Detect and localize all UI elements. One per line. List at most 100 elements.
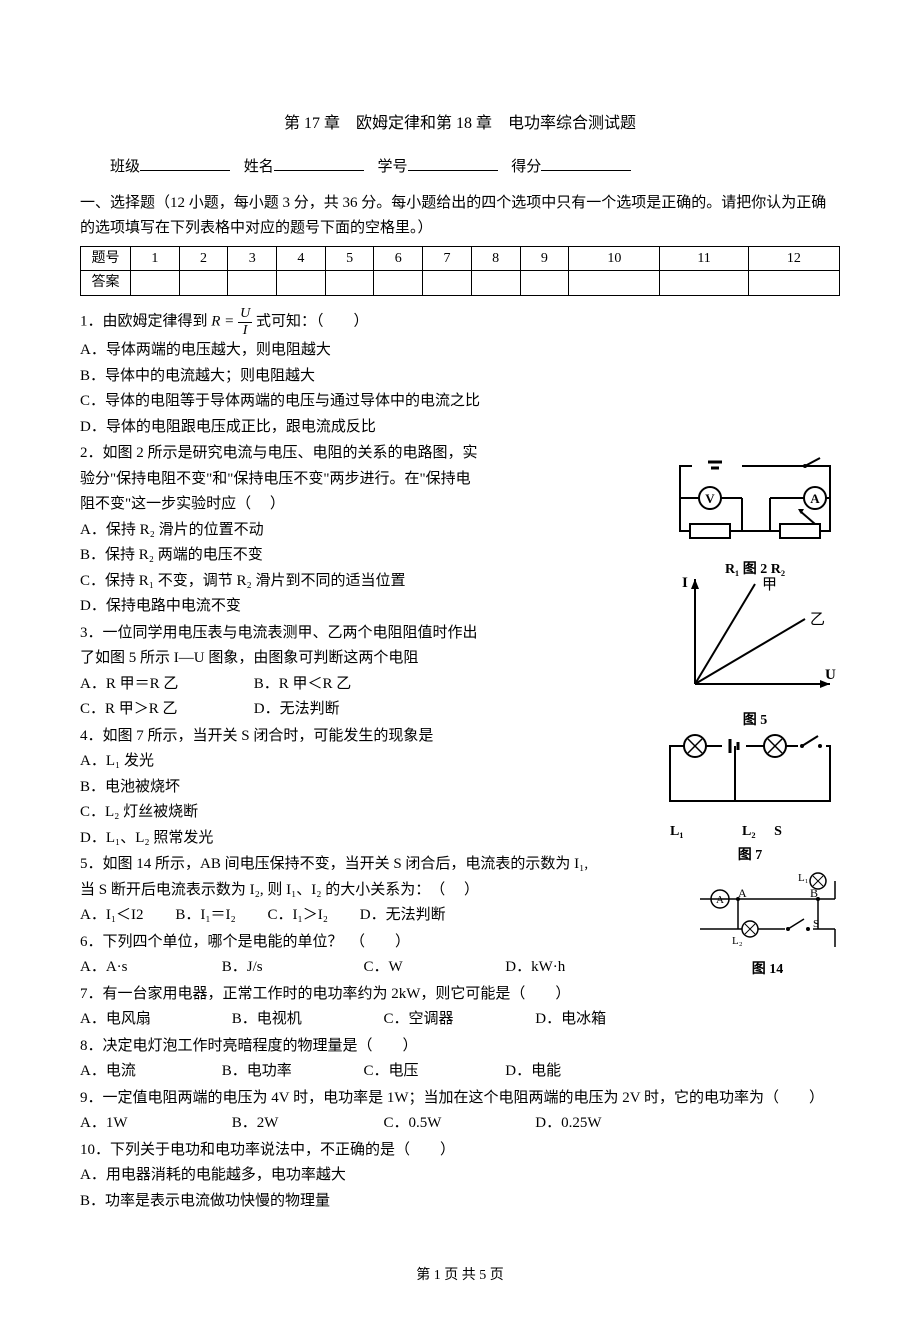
q6-optD: D．kW·h — [505, 955, 565, 981]
q1-formula-R: R = — [211, 314, 234, 330]
q7-optD: D．电冰箱 — [535, 1007, 606, 1033]
q3-stem: 3．一位同学用电压表与电流表测甲、乙两个电阻阻值时作出了如图 5 所示 I—U … — [80, 621, 485, 672]
q9-optC: C．0.5W — [384, 1111, 504, 1137]
figure-5: 甲 乙 I U 图 5 — [670, 574, 840, 732]
th: 2 — [179, 246, 228, 271]
q8-optA: A．电流 — [80, 1059, 190, 1085]
svg-text:L₂: L₂ — [732, 935, 743, 947]
q6-optA: A．A·s — [80, 955, 190, 981]
th: 3 — [228, 246, 277, 271]
answer-cell[interactable] — [228, 271, 277, 296]
th: 9 — [520, 246, 569, 271]
q5-optB: B．I₁＝I₂ — [175, 903, 235, 929]
q7-optC: C．空调器 — [384, 1007, 504, 1033]
id-label: 学号 — [378, 159, 408, 175]
q9-stem: 9．一定值电阻两端的电压为 4V 时，电功率是 1W；当加在这个电阻两端的电压为… — [80, 1086, 840, 1112]
q1-stem-b: 式可知：（ ） — [256, 314, 369, 330]
answer-cell[interactable] — [277, 271, 326, 296]
th: 8 — [471, 246, 520, 271]
answer-cell[interactable] — [325, 271, 374, 296]
name-label: 姓名 — [244, 159, 274, 175]
svg-text:甲: 甲 — [762, 577, 777, 593]
score-label: 得分 — [511, 159, 541, 175]
q10-optB: B．功率是表示电流做功快慢的物理量 — [80, 1189, 840, 1215]
fig14-label: 图 14 — [690, 958, 845, 982]
q7-optB: B．电视机 — [232, 1007, 352, 1033]
q1-optB: B．导体中的电流越大；则电阻越大 — [80, 364, 840, 390]
q10-stem: 10．下列关于电功和电功率说法中，不正确的是（ ） — [80, 1138, 840, 1164]
q1-optD: D．导体的电阻跟电压成正比，跟电流成反比 — [80, 415, 840, 441]
q3-optA: A．R 甲＝R 乙 — [80, 672, 250, 698]
th: 6 — [374, 246, 423, 271]
q8-optC: C．电压 — [364, 1059, 474, 1085]
answer-cell[interactable] — [471, 271, 520, 296]
answer-cell[interactable] — [423, 271, 472, 296]
name-blank[interactable] — [274, 170, 364, 171]
section1-heading: 一、选择题（12 小题，每小题 3 分，共 36 分。每小题给出的四个选项中只有… — [80, 191, 840, 242]
q10: 10．下列关于电功和电功率说法中，不正确的是（ ） A．用电器消耗的电能越多，电… — [80, 1138, 840, 1215]
q1-optA: A．导体两端的电压越大，则电阻越大 — [80, 338, 840, 364]
figure-7: L₁ L₂ S 图 7 — [660, 731, 840, 867]
score-blank[interactable] — [541, 170, 631, 171]
fraction-icon: UI — [238, 306, 252, 338]
q3-optD: D．无法判断 — [254, 701, 340, 717]
svg-text:V: V — [705, 491, 715, 506]
answer-cell[interactable] — [660, 271, 748, 296]
q5-stem: 5．如图 14 所示，AB 间电压保持不变，当开关 S 闭合后，电流表的示数为 … — [80, 852, 590, 903]
q1-stem-a: 1．由欧姆定律得到 — [80, 314, 208, 330]
svg-text:L₁: L₁ — [798, 872, 809, 884]
th: 1 — [131, 246, 180, 271]
q8-optD: D．电能 — [505, 1059, 561, 1085]
answer-cell[interactable] — [569, 271, 660, 296]
fig7-L2: L₂ — [742, 824, 756, 839]
q5-optD: D．无法判断 — [360, 903, 446, 929]
q7-optA: A．电风扇 — [80, 1007, 200, 1033]
svg-text:乙: 乙 — [810, 612, 825, 628]
q1-optC: C．导体的电阻等于导体两端的电压与通过导体中的电流之比 — [80, 389, 840, 415]
th: 7 — [423, 246, 472, 271]
class-label: 班级 — [110, 159, 140, 175]
q9-optD: D．0.25W — [535, 1111, 601, 1137]
q7: 7．有一台家用电器，正常工作时的电功率约为 2kW，则它可能是（ ） A．电风扇… — [80, 982, 840, 1033]
fig5-label: 图 5 — [670, 709, 840, 733]
q3-optC: C．R 甲＞R 乙 — [80, 697, 250, 723]
fig7-L1: L₁ — [670, 824, 684, 839]
q9-optA: A．1W — [80, 1111, 200, 1137]
fig7-S: S — [774, 824, 782, 839]
q5-optA: A．I₁＜I2 — [80, 903, 144, 929]
answer-cell[interactable] — [131, 271, 180, 296]
q7-stem: 7．有一台家用电器，正常工作时的电功率约为 2kW，则它可能是（ ） — [80, 982, 840, 1008]
page-title: 第 17 章 欧姆定律和第 18 章 电功率综合测试题 — [80, 110, 840, 137]
student-info: 班级 姓名 学号 得分 — [110, 155, 840, 181]
fig7-label: 图 7 — [660, 844, 840, 868]
svg-text:U: U — [825, 667, 836, 683]
q9-optB: B．2W — [232, 1111, 352, 1137]
q6-optC: C．W — [364, 955, 474, 981]
svg-text:A: A — [716, 894, 724, 906]
answer-cell[interactable] — [374, 271, 423, 296]
q10-optA: A．用电器消耗的电能越多，电功率越大 — [80, 1163, 840, 1189]
answer-cell[interactable] — [748, 271, 839, 296]
answer-table: 题号 1 2 3 4 5 6 7 8 9 10 11 12 答案 — [80, 246, 840, 297]
q1: 1．由欧姆定律得到 R = UI 式可知：（ ） A．导体两端的电压越大，则电阻… — [80, 306, 840, 440]
page-footer: 第 1 页 共 5 页 — [80, 1264, 840, 1288]
svg-text:A: A — [810, 491, 820, 506]
q9: 9．一定值电阻两端的电压为 4V 时，电功率是 1W；当加在这个电阻两端的电压为… — [80, 1086, 840, 1137]
answer-cell[interactable] — [179, 271, 228, 296]
q8-stem: 8．决定电灯泡工作时亮暗程度的物理量是（ ） — [80, 1034, 840, 1060]
th: 11 — [660, 246, 748, 271]
row-label: 答案 — [81, 271, 131, 296]
th: 10 — [569, 246, 660, 271]
q3-optB: B．R 甲＜R 乙 — [254, 676, 352, 692]
figure-14: A A B L₁ L₂ S 图 14 — [690, 869, 845, 981]
q8-optB: B．电功率 — [222, 1059, 332, 1085]
answer-cell[interactable] — [520, 271, 569, 296]
class-blank[interactable] — [140, 170, 230, 171]
q5-optC: C．I₁＞I₂ — [268, 903, 328, 929]
row-label: 题号 — [81, 246, 131, 271]
id-blank[interactable] — [408, 170, 498, 171]
th: 5 — [325, 246, 374, 271]
q6-optB: B．J/s — [222, 955, 332, 981]
svg-text:I: I — [682, 575, 688, 591]
q2-stem: 2．如图 2 所示是研究电流与电压、电阻的关系的电路图，实验分"保持电阻不变"和… — [80, 441, 485, 518]
